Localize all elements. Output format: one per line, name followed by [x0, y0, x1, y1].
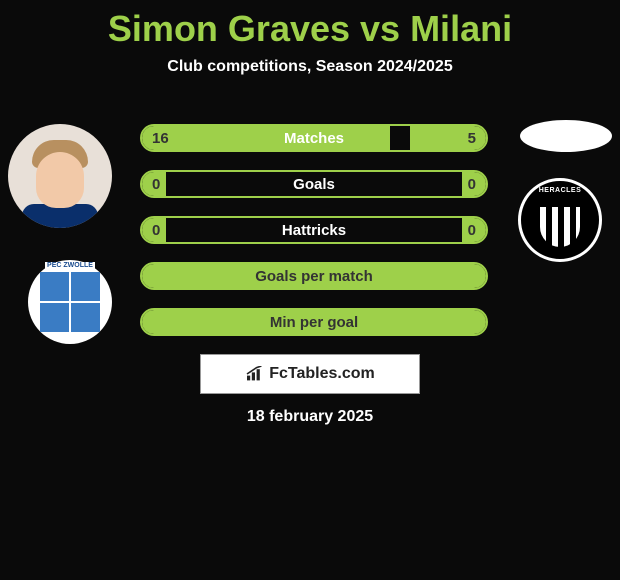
stat-value-right: 0 [468, 222, 476, 239]
club-right-logo: HERACLES [518, 178, 602, 262]
player-right-photo [520, 120, 612, 152]
club-right-stripes [540, 207, 580, 247]
subtitle: Club competitions, Season 2024/2025 [0, 58, 620, 76]
stat-value-left: 0 [152, 176, 160, 193]
page-title: Simon Graves vs Milani [0, 0, 620, 50]
stat-bar-matches: 16 5 Matches [140, 124, 488, 152]
stat-value-left: 0 [152, 222, 160, 239]
watermark-text: FcTables.com [269, 365, 375, 383]
stat-label: Goals per match [255, 268, 373, 285]
stat-label: Goals [293, 176, 335, 193]
stat-label: Matches [284, 130, 344, 147]
player-left-photo [8, 124, 112, 228]
club-right-badge-text: HERACLES [539, 187, 582, 194]
chart-icon [245, 366, 265, 382]
club-left-logo: PEC ZWOLLE [28, 260, 112, 344]
player-face-placeholder [8, 124, 112, 228]
stats-bars: 16 5 Matches 0 0 Goals 0 0 Hattricks Goals per ma… [140, 124, 488, 354]
stat-label: Min per goal [270, 314, 358, 331]
stat-bar-min-per-goal: Min per goal [140, 308, 488, 336]
stat-bar-hattricks: 0 0 Hattricks [140, 216, 488, 244]
bar-fill-left [142, 126, 390, 150]
stat-value-right: 0 [468, 176, 476, 193]
stat-value-left: 16 [152, 130, 169, 147]
stat-label: Hattricks [282, 222, 346, 239]
stat-value-right: 5 [468, 130, 476, 147]
club-left-badge-text: PEC ZWOLLE [45, 262, 95, 269]
club-left-pattern [40, 272, 100, 332]
stat-bar-goals: 0 0 Goals [140, 170, 488, 198]
stat-bar-goals-per-match: Goals per match [140, 262, 488, 290]
date-text: 18 february 2025 [0, 408, 620, 426]
watermark: FcTables.com [200, 354, 420, 394]
